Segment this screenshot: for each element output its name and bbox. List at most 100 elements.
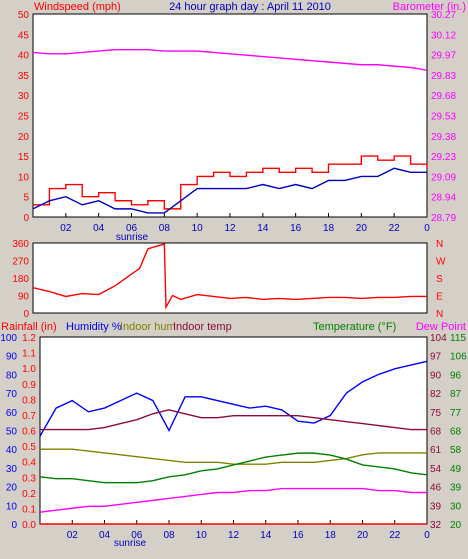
hour-tick-label: 10 — [192, 223, 204, 234]
rain-tick-label: 0.2 — [22, 489, 36, 500]
baro-tick-label: 29.53 — [431, 112, 456, 123]
indoor-hum-label: Indoor hum — [120, 321, 176, 333]
hour-tick-label: 06 — [126, 223, 138, 234]
compass-label: N — [436, 309, 443, 320]
wind-tick-label: 40 — [18, 51, 30, 62]
humidity-tick-label: 0 — [11, 520, 17, 531]
direction-tick-label: 360 — [12, 239, 29, 250]
wind-tick-label: 35 — [18, 71, 30, 82]
hour-tick-label: 12 — [224, 223, 236, 234]
hour-tick-label: 08 — [159, 223, 171, 234]
hour-tick-label: 20 — [356, 223, 368, 234]
humidity-tick-label: 60 — [6, 408, 18, 419]
direction-tick-label: 0 — [23, 309, 29, 320]
wind-plot-area — [32, 13, 428, 218]
rain-tick-label: 0.4 — [22, 458, 36, 469]
direction-tick-label: 270 — [12, 257, 29, 268]
baro-tick-label: 29.23 — [431, 152, 456, 163]
temp-tick-label: 30 — [450, 501, 462, 512]
temp-y-ticks: 20 30 39 49 58 68 77 87 96 106 115 — [450, 333, 467, 531]
wind-axis-label: Windspeed (mph) — [34, 1, 121, 13]
humidity-tick-label: 10 — [6, 501, 18, 512]
climate-plot-area — [39, 336, 428, 525]
humidity-tick-label: 40 — [6, 445, 18, 456]
temp-tick-label: 49 — [450, 464, 462, 475]
wind-series — [32, 48, 428, 214]
dew-y-ticks: 32 39 46 54 61 68 75 82 90 97 104 — [430, 333, 447, 531]
temp-tick-label: 87 — [450, 389, 462, 400]
rain-tick-label: 0.0 — [22, 520, 36, 531]
sunrise-label-top: sunrise — [116, 232, 149, 243]
hour-tick-label: 16 — [292, 530, 304, 541]
dew-tick-label: 104 — [430, 333, 447, 344]
humidity-tick-label: 70 — [6, 389, 18, 400]
rain-tick-label: 0.9 — [22, 380, 36, 391]
hour-tick-label: 22 — [389, 223, 401, 234]
windspeed-line — [33, 155, 428, 210]
compass-label: S — [436, 274, 443, 285]
dew-tick-label: 39 — [430, 501, 442, 512]
hour-tick-label: 02 — [67, 530, 79, 541]
hour-tick-label: 10 — [196, 530, 208, 541]
dew-tick-label: 97 — [430, 352, 442, 363]
rainfall-axis-label: Rainfall (in) — [1, 321, 57, 333]
hour-tick-label: 0 — [424, 223, 430, 234]
compass-label: N — [436, 239, 443, 250]
sunrise-label-bottom: sunrise — [114, 538, 147, 549]
humidity-tick-label: 80 — [6, 370, 18, 381]
rain-tick-label: 0.7 — [22, 411, 36, 422]
baro-tick-label: 29.97 — [431, 51, 456, 62]
climate-x-ticks: 02 04 06 08 10 12 14 16 18 20 22 0 — [67, 520, 430, 541]
wind-tick-label: 20 — [18, 132, 30, 143]
indoor-hum-line — [40, 448, 427, 465]
wind-tick-label: 10 — [18, 172, 30, 183]
wind-y-ticks: 0 5 10 15 20 25 30 35 40 45 50 — [18, 10, 30, 224]
compass-label: E — [436, 292, 443, 303]
baro-tick-label: 28.94 — [431, 193, 456, 204]
rain-tick-label: 0.5 — [22, 442, 36, 453]
baro-tick-label: 30.27 — [431, 10, 456, 21]
climate-series — [39, 360, 428, 525]
direction-series — [32, 243, 427, 310]
baro-tick-label: 29.38 — [431, 132, 456, 143]
baro-tick-label: 29.68 — [431, 91, 456, 102]
rain-y-ticks: 0.0 0.1 0.2 0.3 0.4 0.5 0.6 0.7 0.8 0.9 1.0 1.1 1.2 — [22, 333, 36, 531]
rain-tick-label: 1.1 — [22, 349, 36, 360]
temp-tick-label: 115 — [450, 333, 466, 344]
hour-tick-label: 14 — [260, 530, 272, 541]
hour-tick-label: 0 — [424, 530, 430, 541]
dew-tick-label: 46 — [430, 483, 442, 494]
wind-tick-label: 15 — [18, 152, 30, 163]
wind-tick-label: 45 — [18, 30, 30, 41]
humidity-tick-label: 50 — [6, 427, 18, 438]
direction-tick-label: 90 — [18, 292, 30, 303]
rain-tick-label: 0.8 — [22, 395, 36, 406]
dew-point-line — [39, 487, 427, 513]
temperature-axis-label: Temperature (°F) — [313, 321, 396, 333]
humidity-line — [39, 360, 428, 437]
hour-tick-label: 04 — [99, 530, 111, 541]
wind-avg-line — [32, 167, 427, 214]
baro-tick-label: 29.09 — [431, 172, 456, 183]
rain-tick-label: 0.3 — [22, 473, 36, 484]
temperature-line — [39, 452, 428, 484]
wind-x-ticks: 02 04 06 08 10 12 14 16 18 20 22 0 — [60, 213, 430, 234]
humidity-tick-label: 30 — [6, 464, 18, 475]
baro-tick-label: 28.79 — [431, 213, 456, 224]
hour-tick-label: 12 — [228, 530, 240, 541]
rain-tick-label: 1.2 — [22, 333, 36, 344]
dew-tick-label: 82 — [430, 389, 442, 400]
hour-tick-label: 08 — [163, 530, 175, 541]
wind-tick-label: 25 — [18, 112, 30, 123]
wind-direction-line — [32, 243, 427, 310]
rain-tick-label: 0.6 — [22, 427, 36, 438]
dew-tick-label: 54 — [430, 464, 442, 475]
indoor-temp-label: Indoor temp — [173, 321, 232, 333]
compass-label: W — [436, 257, 446, 268]
dew-point-axis-label: Dew Point — [416, 321, 466, 333]
temp-tick-label: 96 — [450, 370, 462, 381]
hour-tick-label: 02 — [60, 223, 72, 234]
direction-plot-area — [32, 242, 428, 314]
chart-title: 24 hour graph day : April 11 2010 — [169, 1, 331, 13]
